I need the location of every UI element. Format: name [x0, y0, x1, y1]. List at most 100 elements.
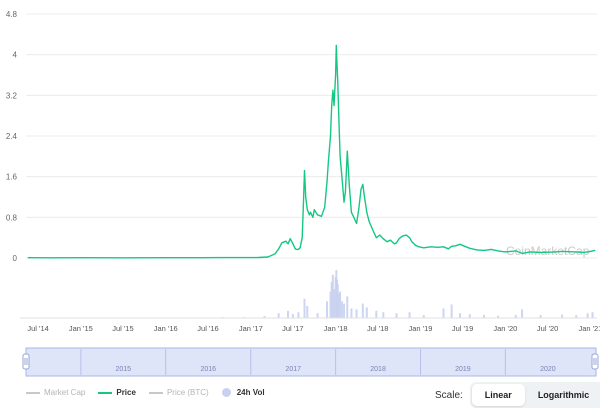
legend-marker: [26, 391, 40, 394]
price-point: [411, 241, 413, 243]
x-tick-label: Jan '18: [324, 324, 348, 333]
volume-bar: [286, 310, 289, 318]
navigator-year-label: 2015: [115, 366, 131, 373]
price-point: [346, 150, 348, 152]
price-point: [301, 237, 303, 239]
navigator-year-label: 2020: [540, 366, 556, 373]
legend-label: Price (BTC): [166, 388, 209, 397]
price-point: [257, 256, 259, 259]
price-point: [515, 250, 517, 252]
price-point: [292, 243, 294, 245]
price-point: [308, 214, 310, 216]
price-point: [504, 251, 506, 253]
price-point: [343, 201, 345, 203]
price-point: [289, 238, 291, 240]
scale-control: Scale: Linear Logarithmic: [435, 382, 600, 408]
volume-bar: [331, 274, 334, 318]
volume-bar: [277, 313, 280, 318]
price-point: [348, 186, 350, 188]
volume-bar: [330, 282, 333, 318]
y-tick-label: 2.4: [6, 132, 18, 141]
volume-bar: [468, 314, 471, 318]
watermark: CoinMarketCap: [506, 244, 590, 258]
chart-footer: Market Cap Price Price (BTC) 24h Vol Scale:…: [0, 380, 600, 408]
price-point: [372, 229, 374, 231]
price-point: [423, 247, 425, 249]
price-point: [561, 250, 563, 252]
legend-item-market-cap[interactable]: Market Cap: [26, 388, 85, 397]
price-point: [200, 257, 202, 259]
volume-bar: [591, 312, 594, 318]
price-point: [476, 249, 478, 251]
price-point: [582, 251, 584, 254]
volume-bar: [297, 312, 300, 318]
price-point: [379, 234, 381, 236]
price-point: [436, 246, 439, 248]
volume-bar: [539, 315, 542, 318]
y-tick-label: 0: [13, 254, 18, 263]
price-point: [312, 216, 314, 218]
range-navigator[interactable]: 2015 2016 2017 2018 2019 2020: [22, 347, 599, 377]
price-point: [483, 249, 485, 251]
navigator-left-handle[interactable]: [22, 353, 30, 370]
x-tick-label: Jan '21: [578, 324, 600, 333]
volume-bar: [336, 284, 339, 318]
price-point: [165, 257, 167, 259]
price-point: [344, 191, 347, 193]
price-point: [575, 251, 577, 253]
x-tick-label: Jan '16: [154, 324, 178, 333]
price-point: [360, 188, 362, 190]
volume-bar: [575, 315, 578, 318]
price-point: [305, 196, 307, 198]
price-line: [28, 44, 595, 259]
price-point: [587, 251, 589, 253]
legend: Market Cap Price Price (BTC) 24h Vol: [26, 388, 278, 397]
price-point: [313, 209, 315, 211]
price-point: [451, 245, 453, 247]
navigator-window[interactable]: [25, 347, 597, 377]
volume-bar: [442, 308, 445, 318]
price-point: [80, 257, 82, 259]
volume-bar: [303, 298, 306, 318]
price-point: [115, 257, 117, 259]
price-point: [338, 125, 340, 127]
price-point: [414, 244, 416, 246]
price-point: [363, 196, 366, 198]
price-point: [285, 240, 287, 242]
price-point: [442, 246, 445, 248]
price-point: [339, 155, 341, 157]
price-point: [303, 169, 306, 172]
scale-logarithmic-button[interactable]: Logarithmic: [537, 390, 590, 400]
legend-item-price[interactable]: Price: [98, 388, 136, 397]
x-tick-label: Jul '19: [452, 324, 473, 333]
price-point: [490, 248, 492, 250]
price-point: [459, 243, 461, 245]
volume-bar: [316, 313, 319, 318]
volume-bar: [326, 301, 329, 318]
volume-bar: [375, 310, 378, 318]
x-tick-label: Jul '15: [112, 324, 133, 333]
price-point: [221, 256, 224, 259]
volume-bar: [395, 313, 398, 318]
price-point: [274, 253, 276, 255]
volume-bar: [306, 306, 309, 318]
price-point: [242, 257, 245, 259]
price-point: [302, 206, 304, 208]
y-tick-label: 1.6: [6, 173, 18, 182]
volume-bar: [514, 315, 517, 318]
y-tick-label: 4.8: [6, 10, 18, 19]
scale-linear-button[interactable]: Linear: [471, 384, 525, 406]
y-tick-label: 0.8: [6, 213, 18, 222]
x-tick-label: Jul '18: [367, 324, 388, 333]
legend-item-24h-vol[interactable]: 24h Vol: [221, 388, 265, 397]
navigator-right-handle[interactable]: [591, 353, 599, 370]
volume-bar: [365, 307, 368, 318]
price-point: [591, 250, 594, 252]
price-point: [375, 237, 377, 239]
price-point: [368, 220, 370, 222]
legend-item-price-btc[interactable]: Price (BTC): [148, 388, 209, 397]
price-point: [329, 135, 332, 137]
volume-bar: [263, 316, 266, 318]
legend-label: Price: [116, 388, 136, 397]
price-point: [362, 183, 364, 185]
